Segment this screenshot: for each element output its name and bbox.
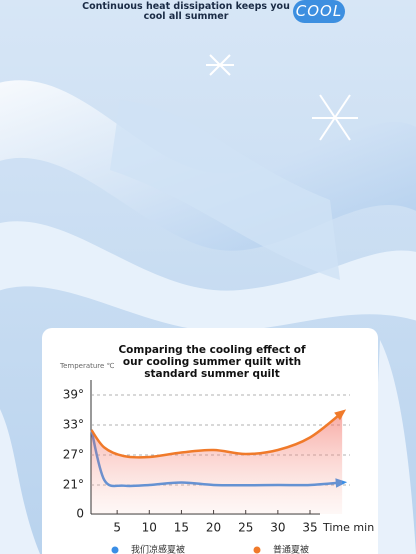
line — [90, 411, 343, 459]
swirl — [370, 340, 416, 554]
y-tick-label: 21° — [63, 478, 84, 492]
x-tick-label: 15 — [174, 521, 189, 535]
x-tick-label: 5 — [113, 521, 121, 535]
x-tick-label: 25 — [238, 521, 253, 535]
y-tick-label: 39° — [63, 388, 84, 402]
x-tick-label: 20 — [206, 521, 221, 535]
legend-marker — [253, 546, 261, 554]
y-tick-label: 27° — [63, 448, 84, 462]
header-title: Continuous heat dissipation keeps you co… — [82, 1, 290, 22]
legend-marker — [111, 546, 119, 554]
x-axis-label: Time min — [322, 521, 374, 534]
y-tick-label: 33° — [63, 418, 84, 432]
x-tick-label: 10 — [142, 521, 157, 535]
legend-label: 普通夏被 — [273, 544, 309, 554]
area — [91, 412, 343, 514]
snowflake — [206, 54, 358, 141]
chart-title: Comparing the cooling effect of our cool… — [118, 344, 306, 380]
x-tick-label: 35 — [302, 521, 317, 535]
arrow-head — [334, 409, 347, 421]
badge: COOL — [293, 0, 345, 23]
swirl — [0, 221, 416, 332]
swirl — [110, 100, 340, 280]
swirl — [0, 409, 40, 554]
y-tick-label: 0 — [76, 507, 84, 521]
x-tick-label: 30 — [270, 521, 285, 535]
legend-label: 我们凉感夏被 — [131, 544, 185, 554]
y-axis-label: Temperature ℃ — [59, 362, 115, 370]
